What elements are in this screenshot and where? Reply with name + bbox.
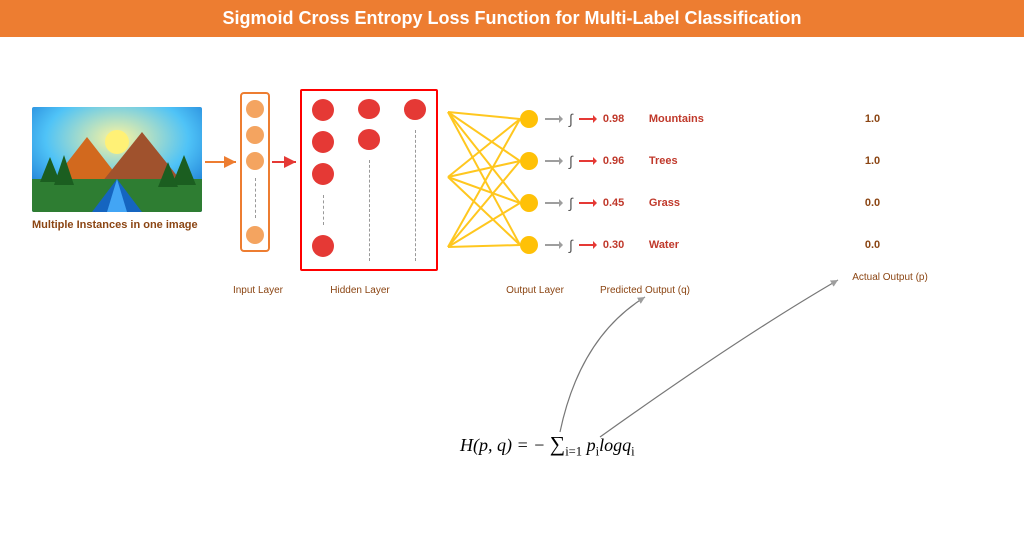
loss-formula: H(p, q) = − ∑i=1 pilogqi [460, 432, 635, 460]
output-row [520, 149, 538, 173]
actual-value: 1.0 [865, 155, 880, 167]
input-layer-label: Input Layer [228, 285, 288, 296]
class-label: Grass [649, 197, 719, 209]
class-label: Mountains [649, 113, 719, 125]
hidden-node [312, 131, 334, 153]
actual-value: 1.0 [865, 113, 880, 125]
hidden-layer [300, 89, 438, 271]
sigmoid-icon: ∫ [569, 237, 573, 253]
input-image [32, 107, 202, 212]
class-label: Water [649, 239, 719, 251]
diagram-canvas: Multiple Instances in one image Input La… [0, 37, 1024, 537]
hidden-node [358, 99, 380, 119]
output-node [520, 194, 538, 212]
ellipsis-line [415, 130, 416, 261]
sigmoid-icon: ∫ [569, 153, 573, 169]
ellipsis-line [369, 160, 370, 261]
prob-value: 0.45 [603, 197, 633, 209]
actual-value: 0.0 [865, 239, 880, 251]
input-node [246, 126, 264, 144]
hidden-node [312, 99, 334, 121]
output-node [520, 152, 538, 170]
predictions: ∫ 0.98 Mountains 1.0 ∫ 0.96 Trees 1.0 ∫ … [545, 107, 880, 257]
hidden-node [404, 99, 426, 120]
class-label: Trees [649, 155, 719, 167]
input-layer [240, 92, 270, 252]
input-node [246, 152, 264, 170]
ellipsis-line [255, 178, 256, 218]
image-caption: Multiple Instances in one image [32, 219, 198, 231]
hidden-node [358, 129, 380, 149]
page-title: Sigmoid Cross Entropy Loss Function for … [0, 0, 1024, 37]
ellipsis-line [323, 195, 324, 225]
output-layer [520, 107, 538, 257]
sigmoid-icon: ∫ [569, 195, 573, 211]
actual-label: Actual Output (p) [840, 272, 940, 283]
actual-value: 0.0 [865, 197, 880, 209]
output-layer-label: Output Layer [500, 285, 570, 296]
output-node [520, 110, 538, 128]
prob-value: 0.30 [603, 239, 633, 251]
output-row [520, 233, 538, 257]
input-node [246, 226, 264, 244]
sigmoid-icon: ∫ [569, 111, 573, 127]
hidden-node [312, 163, 334, 185]
output-node [520, 236, 538, 254]
predicted-label: Predicted Output (q) [590, 285, 700, 296]
hidden-node [312, 235, 334, 257]
prob-value: 0.98 [603, 113, 633, 125]
input-node [246, 100, 264, 118]
prob-value: 0.96 [603, 155, 633, 167]
output-row [520, 107, 538, 131]
output-row [520, 191, 538, 215]
hidden-layer-label: Hidden Layer [320, 285, 400, 296]
